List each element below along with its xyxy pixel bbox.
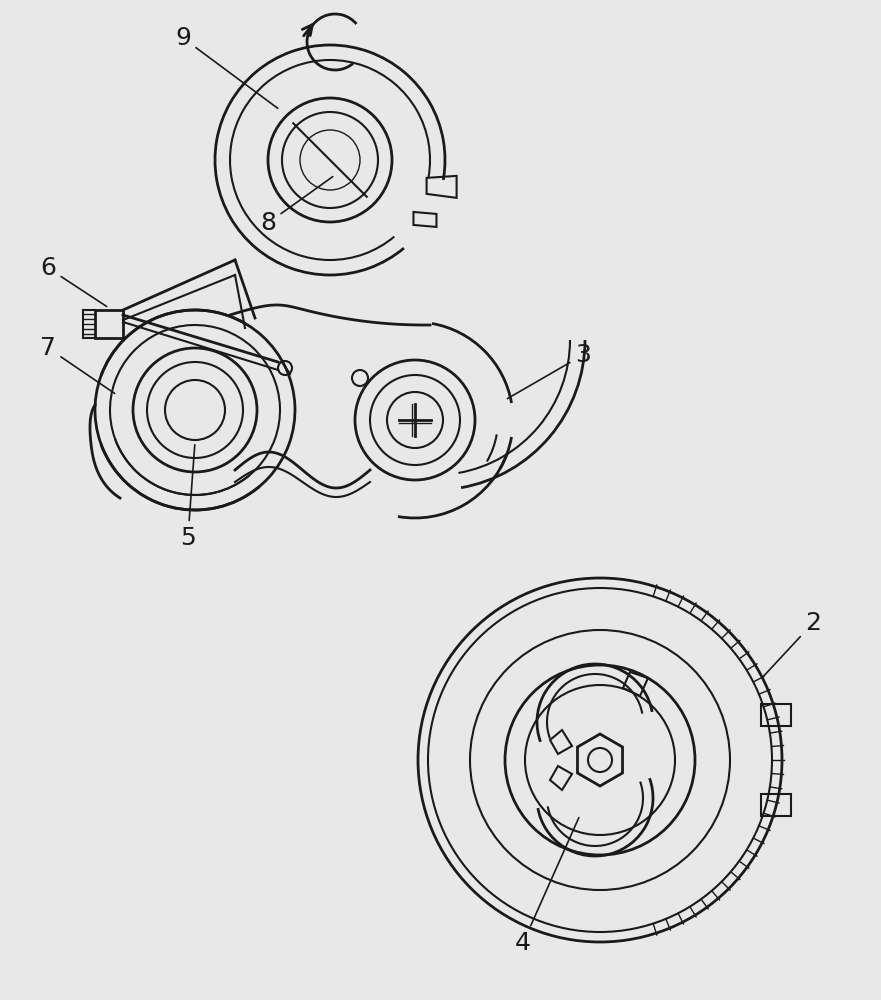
Text: 3: 3 [507,343,591,399]
Text: 2: 2 [762,611,821,678]
Text: 6: 6 [40,256,107,306]
Text: 8: 8 [260,177,333,235]
Text: 4: 4 [515,818,579,955]
Text: 9: 9 [175,26,278,108]
Text: 5: 5 [180,445,196,550]
Text: 7: 7 [40,336,115,393]
